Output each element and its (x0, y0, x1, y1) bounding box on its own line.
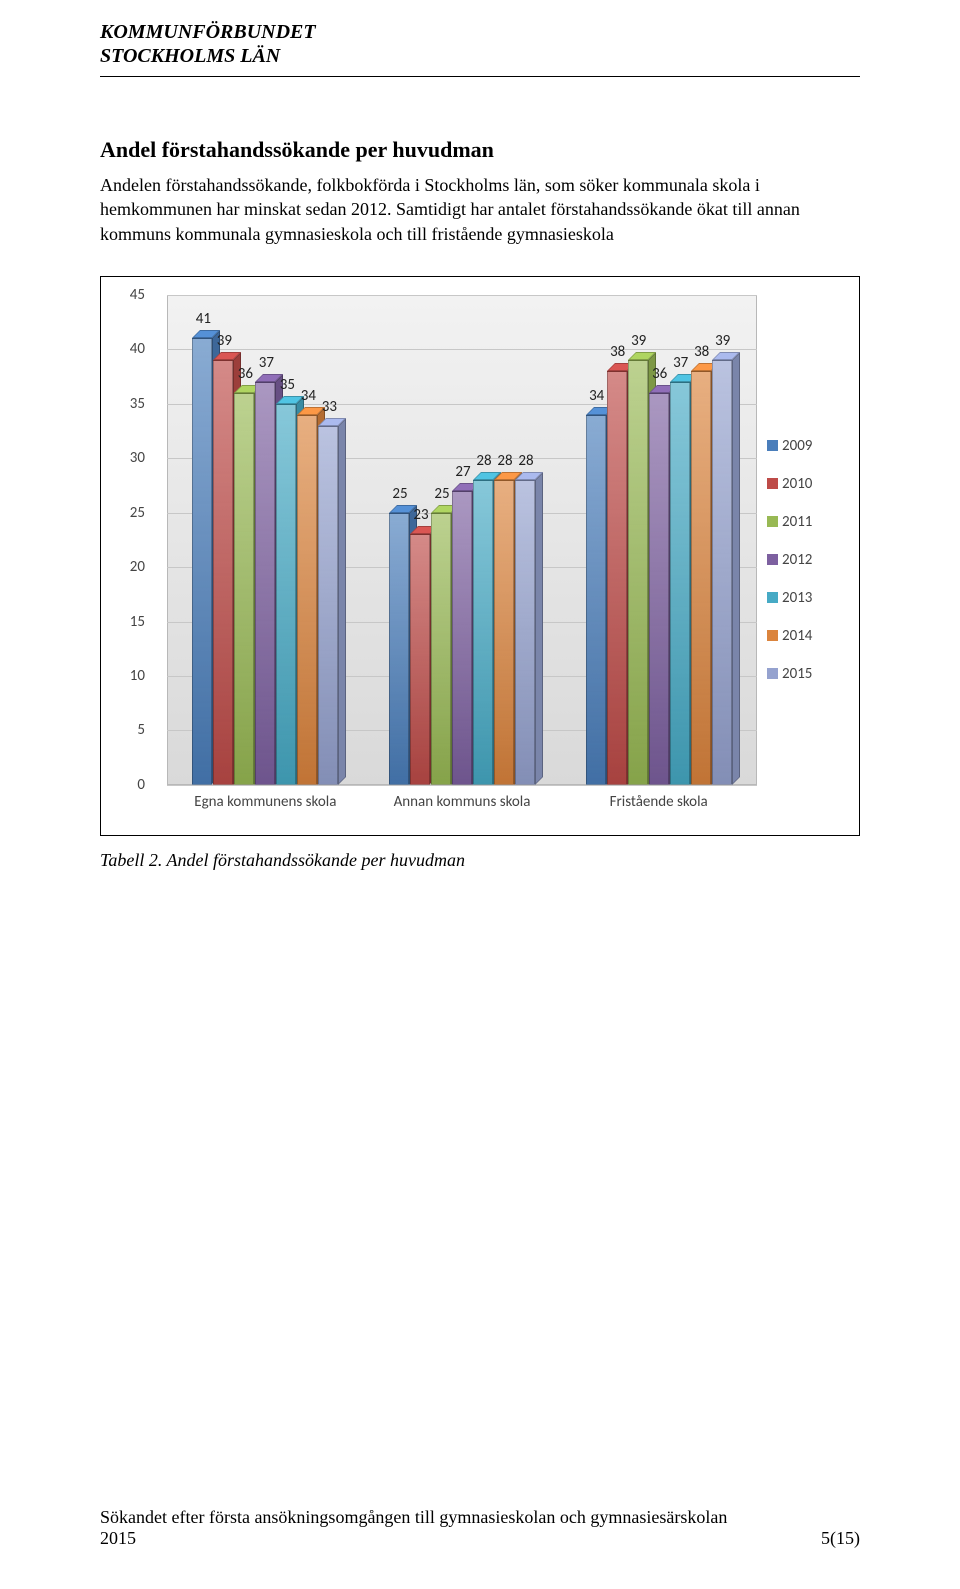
legend-swatch (767, 592, 778, 603)
bar-groups: 4139363735343325232527282828343839363738… (167, 295, 757, 785)
legend-label: 2015 (782, 665, 812, 683)
y-axis: 454035302520151050 (115, 295, 145, 825)
bar-value-label: 41 (191, 310, 215, 328)
legend-label: 2011 (782, 513, 812, 531)
x-axis-labels: Egna kommunens skolaAnnan kommuns skolaF… (167, 785, 757, 825)
plot-area: 4139363735343325232527282828343839363738… (149, 295, 757, 785)
bar: 37 (255, 295, 275, 785)
bar: 28 (494, 295, 514, 785)
legend-swatch (767, 440, 778, 451)
legend-item: 2010 (767, 475, 845, 493)
bar: 35 (276, 295, 296, 785)
bar-chart: 454035302520151050 413936373534332523252… (100, 276, 860, 836)
bar: 34 (297, 295, 317, 785)
bar: 39 (712, 295, 732, 785)
legend-label: 2010 (782, 475, 812, 493)
bar-value-label: 39 (212, 332, 236, 350)
bar-value-label: 28 (514, 452, 538, 470)
org-line2: STOCKHOLMS LÄN (100, 44, 860, 68)
bar: 33 (318, 295, 338, 785)
bar: 28 (473, 295, 493, 785)
bar-group: 41 393637353433 (167, 295, 364, 785)
section-body: Andelen förstahandssökande, folkbokförda… (100, 173, 860, 246)
page-footer: Sökandet efter första ansökningsomgången… (100, 1507, 860, 1549)
x-label: Fristående skola (560, 785, 757, 825)
section-title: Andel förstahandssökande per huvudman (100, 137, 860, 163)
chart-caption: Tabell 2. Andel förstahandssökande per h… (100, 850, 860, 871)
legend-item: 2013 (767, 589, 845, 607)
bar-value-label: 25 (388, 485, 412, 503)
footer-page: 5(15) (821, 1528, 860, 1549)
bar-value-label: 33 (317, 398, 341, 416)
bar-value-label: 34 (585, 387, 609, 405)
legend-swatch (767, 516, 778, 527)
footer-year: 2015 (100, 1528, 136, 1549)
legend-label: 2013 (782, 589, 812, 607)
bar: 25 (389, 295, 409, 785)
bar: 25 (431, 295, 451, 785)
header-rule (100, 76, 860, 77)
bar: 36 (234, 295, 254, 785)
org-line1: KOMMUNFÖRBUNDET (100, 20, 860, 44)
bar: 36 (649, 295, 669, 785)
bar: 37 (670, 295, 690, 785)
bar-value-label: 39 (711, 332, 735, 350)
legend-label: 2012 (782, 551, 812, 569)
legend-swatch (767, 554, 778, 565)
legend-item: 2014 (767, 627, 845, 645)
x-label: Annan kommuns skola (364, 785, 561, 825)
bar-value-label: 25 (430, 485, 454, 503)
legend-item: 2012 (767, 551, 845, 569)
legend-item: 2009 (767, 437, 845, 455)
bar-value-label: 23 (409, 506, 433, 524)
legend-swatch (767, 668, 778, 679)
bar-group: 25232527282828 (364, 295, 561, 785)
x-label: Egna kommunens skola (167, 785, 364, 825)
bar: 39 (628, 295, 648, 785)
legend-swatch (767, 478, 778, 489)
bar: 38 (607, 295, 627, 785)
legend-item: 2015 (767, 665, 845, 683)
legend-label: 2009 (782, 437, 812, 455)
bar: 38 (691, 295, 711, 785)
bar: 41 (192, 295, 212, 785)
bar-group: 34383936373839 (560, 295, 757, 785)
footer-text: Sökandet efter första ansökningsomgången… (100, 1507, 860, 1528)
legend: 2009 2010 2011 2012 2013 2014 2015 (757, 295, 845, 825)
bar-value-label: 37 (254, 354, 278, 372)
bar: 23 (410, 295, 430, 785)
bar: 34 (586, 295, 606, 785)
legend-item: 2011 (767, 513, 845, 531)
org-name: KOMMUNFÖRBUNDET STOCKHOLMS LÄN (100, 20, 860, 68)
legend-label: 2014 (782, 627, 812, 645)
bar: 27 (452, 295, 472, 785)
bar: 39 (213, 295, 233, 785)
bar: 28 (515, 295, 535, 785)
legend-swatch (767, 630, 778, 641)
bar-value-label: 39 (627, 332, 651, 350)
